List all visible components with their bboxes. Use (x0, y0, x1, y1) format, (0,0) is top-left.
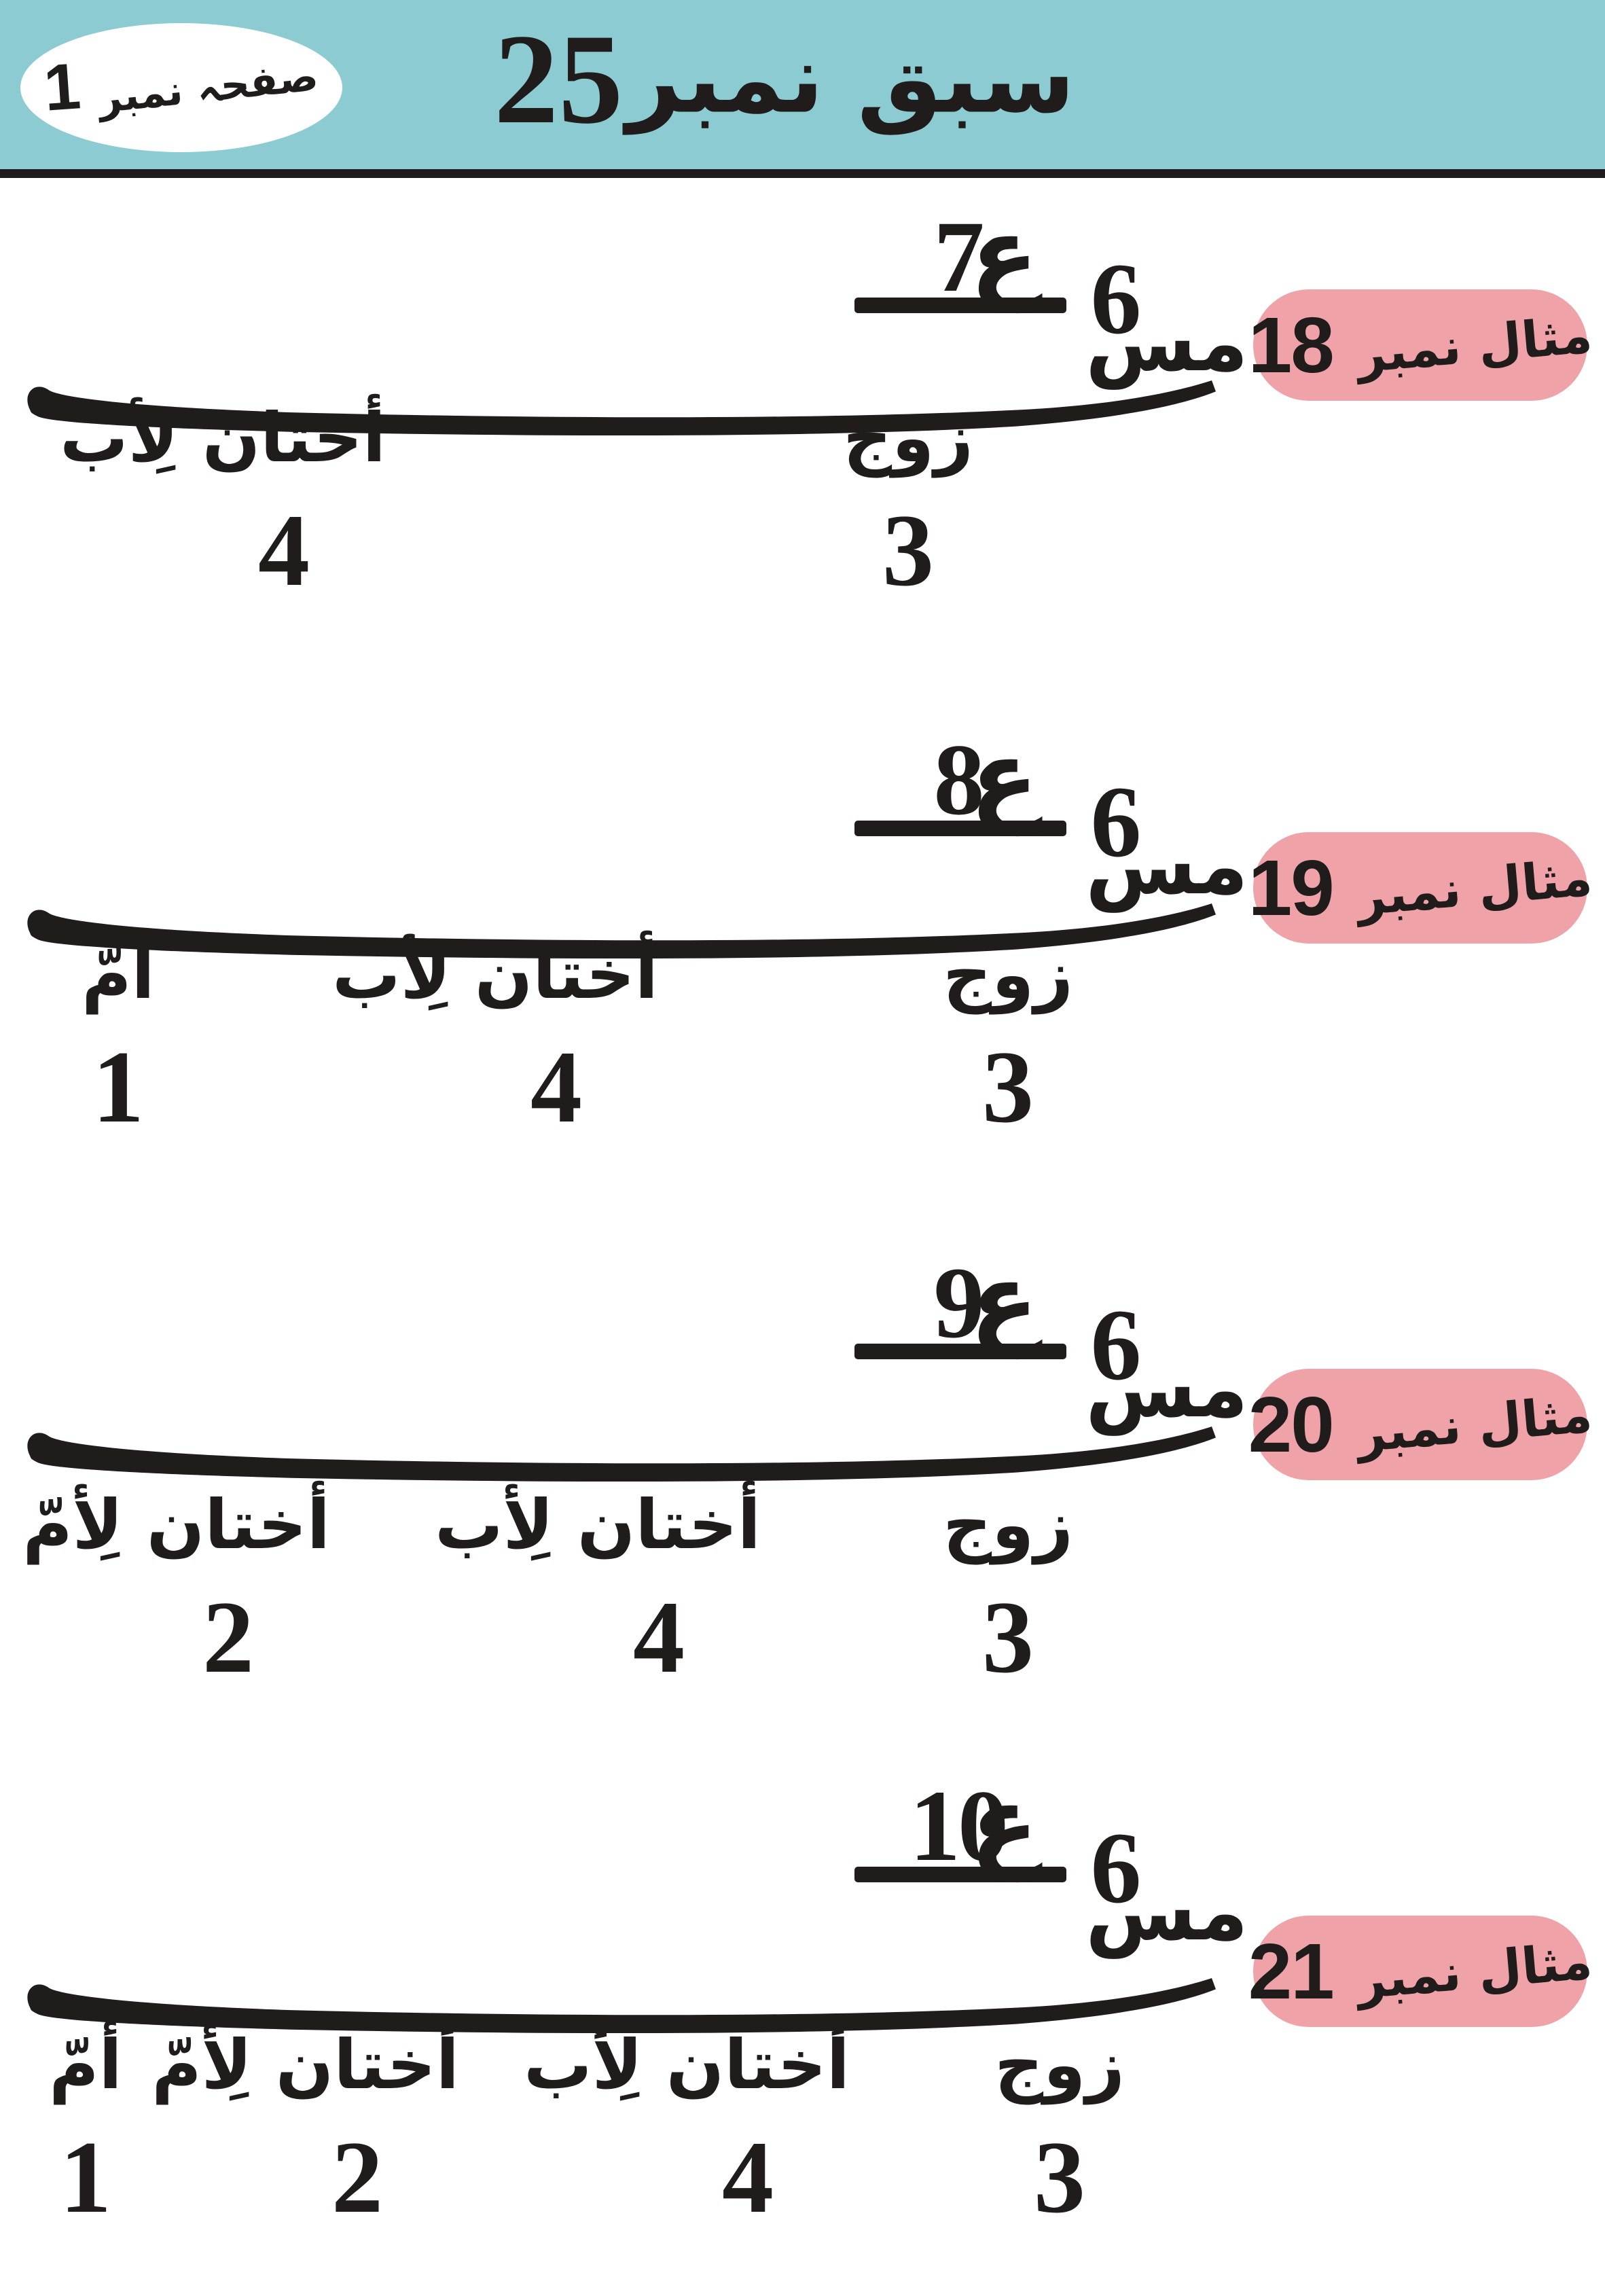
heir-name: أمّ (49, 2025, 122, 2104)
heir-name: زوج (994, 2025, 1125, 2104)
heir-column-mother: أمّ 1 (16, 934, 220, 1142)
heir-column-husband: زوج 3 (906, 934, 1110, 1142)
heir-name: أمّ (82, 935, 155, 1014)
awl-underline (854, 298, 1066, 313)
example-19-block: 8 ع 6 مس مثال نمبر 19 زوج 3 أختان لِأب 4… (0, 719, 1605, 1250)
base-total: 6 (1090, 243, 1142, 355)
masala-swoosh-line (27, 1427, 1216, 1482)
example-18-block: 7 ع 6 مس مثال نمبر 18 زوج 3 أختان لِأب 4 (0, 196, 1605, 727)
awl-letter-ain: ع (970, 1765, 1039, 1882)
heir-share: 1 (60, 2120, 111, 2234)
lesson-title-number: 25 (494, 8, 626, 151)
awl-total: 8 (933, 723, 985, 836)
heir-column-mother: أمّ 1 (0, 2024, 187, 2232)
example-badge: مثال نمبر 21 (1248, 1916, 1594, 2027)
heir-share: 3 (982, 1580, 1034, 1694)
lesson-title: سبق نمبر 25 (0, 5, 1562, 154)
example-badge: مثال نمبر 19 (1248, 832, 1594, 944)
lesson-title-label: سبق نمبر (626, 24, 1075, 135)
heir-name: أختان لِأب (60, 398, 386, 478)
awl-underline (854, 1344, 1066, 1359)
heir-column-husband: زوج 3 (906, 1484, 1110, 1692)
heir-column-paternal-sisters: أختان لِأب 4 (435, 1484, 761, 1694)
example-badge: مثال نمبر 18 (1248, 289, 1594, 401)
base-total: 6 (1090, 1812, 1142, 1924)
awl-letter-ain: ع (970, 196, 1039, 312)
example-badge-label: مثال نمبر (1354, 1385, 1595, 1464)
awl-letter-ain: ع (970, 1242, 1039, 1359)
example-badge-number: 21 (1248, 1927, 1335, 2015)
example-20-block: 9 ع 6 مس مثال نمبر 20 زوج 3 أختان لِأب 4… (0, 1242, 1605, 1773)
heir-name: أختان لِأمّ (22, 1485, 330, 1564)
example-badge-label: مثال نمبر (1354, 306, 1595, 384)
heir-column-maternal-sisters: أختان لِأمّ 2 (22, 1484, 330, 1694)
example-badge-label: مثال نمبر (1354, 848, 1595, 927)
heir-share: 3 (982, 1030, 1034, 1144)
awl-total: 7 (933, 200, 985, 313)
heir-share: 4 (258, 493, 310, 607)
heir-share: 2 (331, 2120, 383, 2234)
heir-name: زوج (843, 398, 973, 478)
base-total: 6 (1090, 1289, 1142, 1401)
page-number-oval: صفحہ نمبر 1 (20, 23, 342, 152)
heir-name: زوج (943, 935, 1073, 1014)
heir-share: 4 (722, 2120, 774, 2234)
masala-abbrev: مس (1085, 819, 1248, 912)
awl-total: 9 (933, 1246, 985, 1359)
heir-column-maternal-sisters: أختان لِأمّ 2 (151, 2024, 459, 2234)
heir-share: 3 (1034, 2120, 1085, 2234)
masala-swoosh-line (27, 1978, 1216, 2034)
masala-abbrev: مس (1085, 295, 1248, 389)
masala-swoosh-line (27, 903, 1216, 959)
heir-share: 3 (882, 493, 934, 607)
heir-column-paternal-sisters: أختان لِأب 4 (60, 397, 386, 607)
heir-name: أختان لِأب (435, 1485, 761, 1564)
awl-underline (854, 1867, 1066, 1882)
example-badge-number: 19 (1248, 844, 1335, 932)
heir-column-paternal-sisters: أختان لِأب 4 (332, 934, 658, 1144)
example-21-block: 10 ع 6 مس مثال نمبر 21 زوج 3 أختان لِأب … (0, 1765, 1605, 2296)
lesson-header-band: صفحہ نمبر 1 سبق نمبر 25 (0, 0, 1605, 178)
heir-column-husband: زوج 3 (958, 2024, 1161, 2232)
heir-name: زوج (943, 1485, 1073, 1564)
heir-name: أختان لِأب (332, 935, 658, 1014)
heir-share: 2 (202, 1580, 254, 1694)
awl-underline (854, 821, 1066, 836)
base-total: 6 (1090, 766, 1142, 878)
masala-abbrev: مس (1085, 1342, 1248, 1435)
heir-share: 4 (530, 1030, 582, 1144)
heir-column-husband: زوج 3 (806, 397, 1010, 605)
heir-share: 4 (633, 1580, 685, 1694)
example-badge-number: 18 (1248, 301, 1335, 389)
heir-name: أختان لِأب (524, 2025, 850, 2104)
awl-letter-ain: ع (970, 719, 1039, 836)
awl-total: 10 (909, 1770, 1009, 1882)
example-badge-number: 20 (1248, 1380, 1335, 1469)
masala-swoosh-line (27, 380, 1216, 436)
masala-abbrev: مس (1085, 1865, 1248, 1958)
heir-share: 1 (92, 1030, 144, 1144)
example-badge: مثال نمبر 20 (1248, 1369, 1594, 1480)
example-badge-label: مثال نمبر (1354, 1932, 1595, 2011)
heir-column-paternal-sisters: أختان لِأب 4 (524, 2024, 850, 2234)
heir-name: أختان لِأمّ (151, 2025, 459, 2104)
